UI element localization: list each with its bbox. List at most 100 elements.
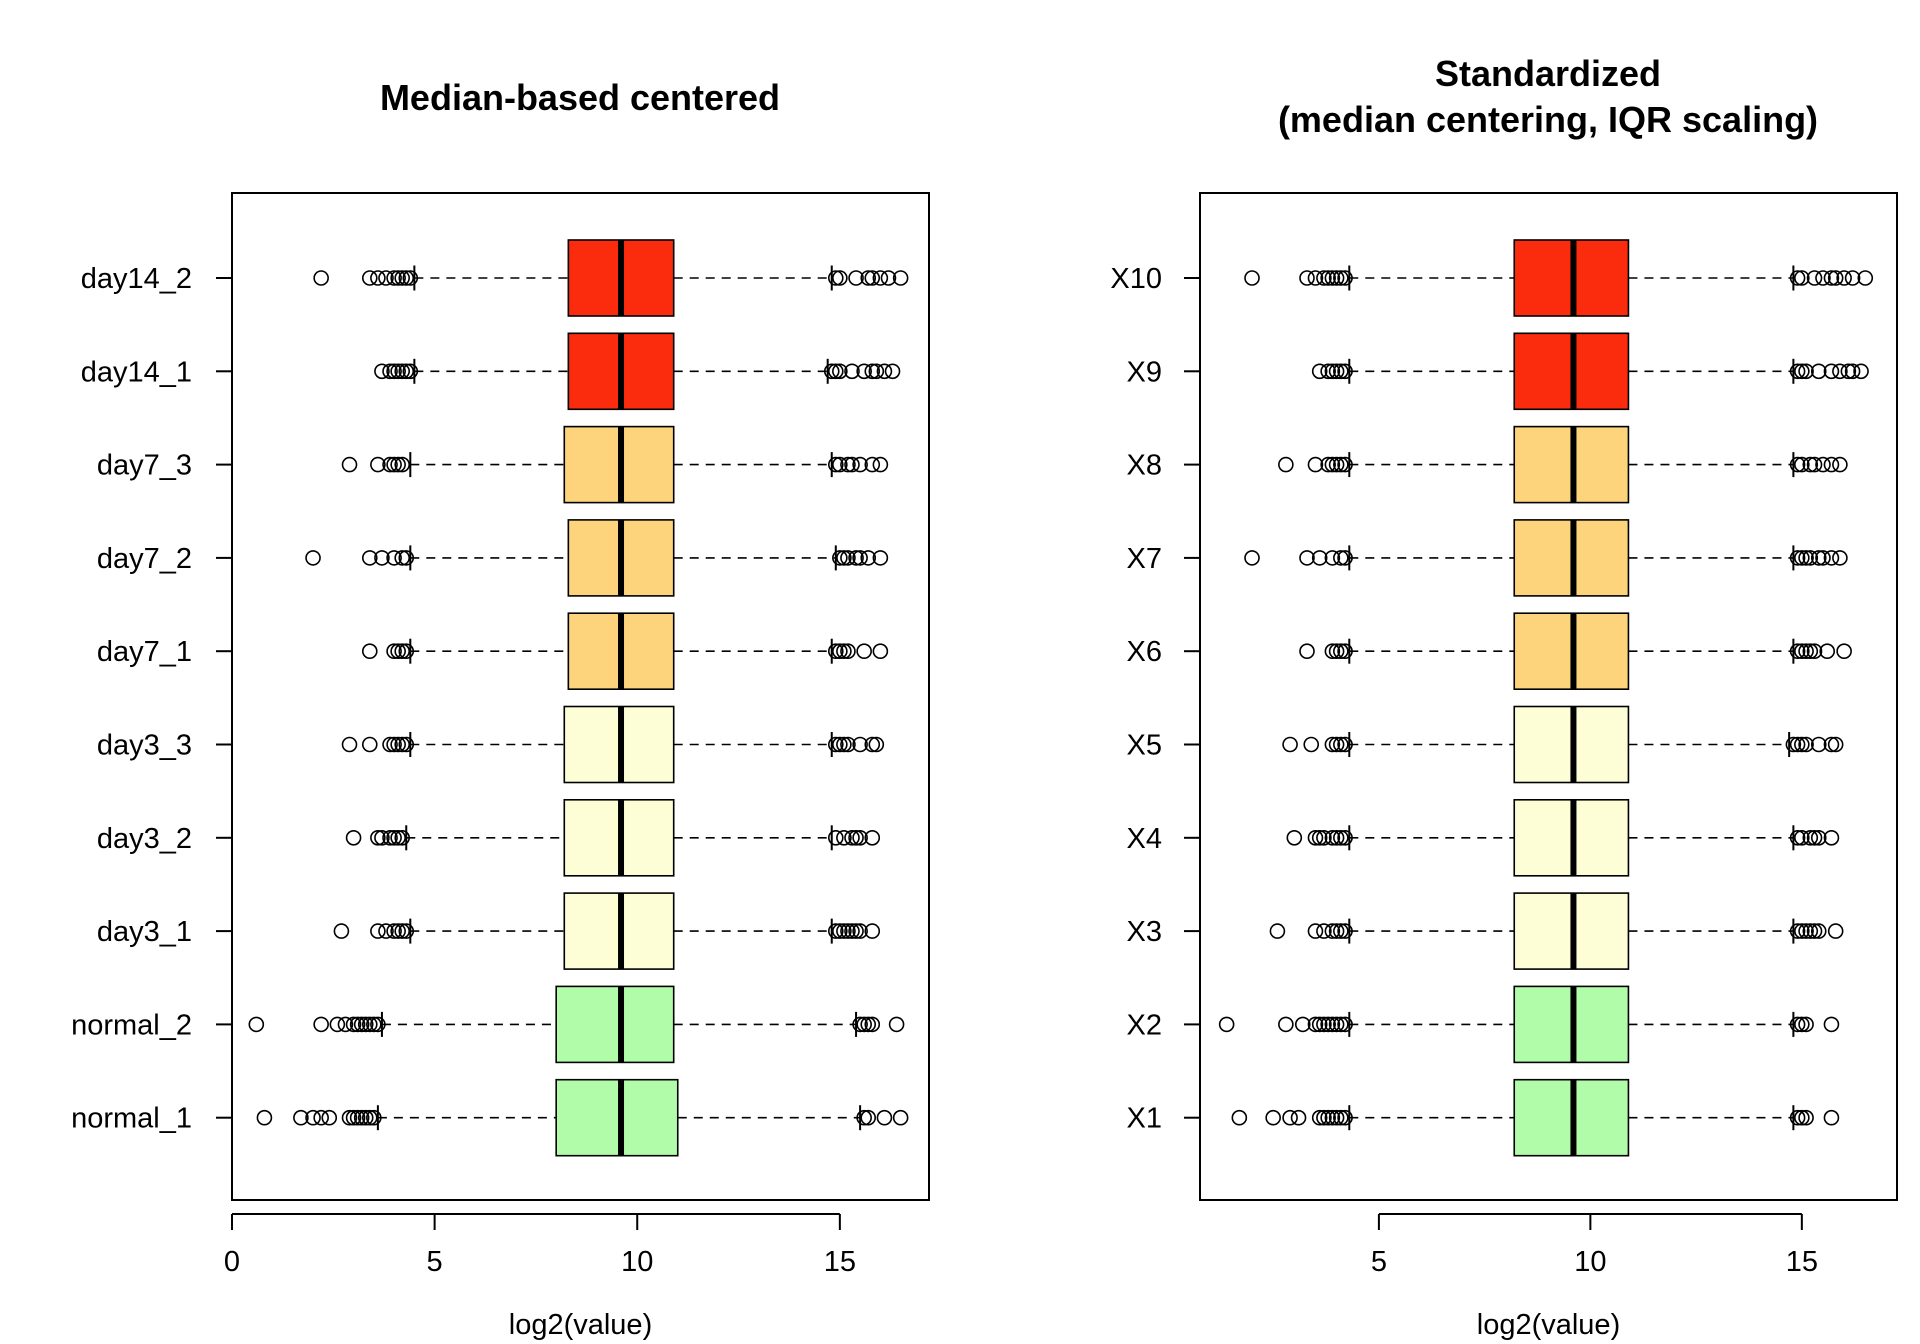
outlier-point: [840, 643, 856, 660]
outlier-point: [386, 736, 402, 753]
outlier-point: [1320, 1016, 1336, 1033]
outlier-point: [827, 270, 844, 286]
outlier-point: [398, 363, 415, 380]
outlier-point: [1810, 736, 1827, 753]
outlier-point: [329, 1016, 346, 1033]
x-tick-label: 10: [621, 1246, 653, 1278]
outlier-point: [248, 1016, 265, 1033]
outlier-point: [1333, 829, 1349, 846]
outlier-point: [1328, 363, 1345, 380]
outlier-point: [361, 550, 378, 566]
outlier-point: [1265, 1109, 1281, 1126]
outlier-point: [860, 1109, 877, 1126]
outlier-point: [386, 643, 402, 660]
outlier-point: [1324, 643, 1341, 660]
outlier-point: [345, 1016, 362, 1033]
outlier-point: [1328, 1016, 1345, 1033]
outlier-point: [1307, 456, 1324, 473]
outlier-point: [848, 270, 864, 286]
outlier-point: [349, 1109, 366, 1126]
outlier-point: [892, 270, 909, 286]
outlier-point: [1299, 643, 1315, 660]
iqr-box: [555, 1078, 679, 1157]
y-tick-label-day7_3: day7_3: [97, 450, 192, 482]
outlier-point: [1337, 270, 1353, 286]
outlier-point: [1324, 1109, 1341, 1126]
y-tick-label-day14_1: day14_1: [81, 356, 192, 388]
outlier-point: [1789, 270, 1806, 286]
box-X10: [1244, 239, 1874, 317]
outlier-point: [1311, 363, 1328, 380]
outlier-point: [305, 1109, 321, 1126]
outlier-point: [852, 1016, 868, 1033]
outlier-point: [321, 1109, 338, 1126]
box-normal_1: [256, 1078, 909, 1157]
outlier-point: [844, 829, 860, 846]
outlier-point: [1827, 270, 1844, 286]
plot-frame: [231, 192, 930, 1201]
outlier-point: [1789, 1016, 1806, 1033]
outlier-point: [357, 1016, 374, 1033]
outlier-point: [386, 270, 402, 286]
outlier-point: [840, 456, 856, 473]
outlier-point: [1337, 923, 1353, 939]
outlier-point: [1794, 550, 1810, 566]
outlier-point: [1794, 456, 1810, 473]
outlier-point: [823, 363, 840, 380]
outlier-point: [1789, 456, 1806, 473]
outlier-point: [832, 923, 848, 939]
outlier-point: [1324, 736, 1341, 753]
outlier-point: [1857, 270, 1874, 286]
outlier-point: [1324, 923, 1341, 939]
outlier-point: [1798, 363, 1814, 380]
y-tick-label-day3_2: day3_2: [97, 823, 192, 855]
outlier-point: [856, 1109, 872, 1126]
outlier-point: [1789, 1109, 1806, 1126]
box-X8: [1278, 425, 1848, 504]
outlier-point: [1311, 1109, 1328, 1126]
outlier-point: [852, 923, 868, 939]
outlier-point: [840, 736, 856, 753]
outlier-point: [840, 923, 856, 939]
outlier-point: [1810, 829, 1827, 846]
outlier-point: [394, 829, 410, 846]
y-tick-label-day7_1: day7_1: [97, 636, 192, 668]
outlier-point: [1282, 1109, 1298, 1126]
outlier-point: [366, 1109, 382, 1126]
outlier-point: [1823, 456, 1840, 473]
outlier-point: [390, 270, 406, 286]
y-tick-label-X4: X4: [1127, 823, 1162, 855]
outlier-point: [1278, 456, 1294, 473]
outlier-point: [1333, 550, 1349, 566]
outlier-point: [394, 363, 410, 380]
y-tick-label-X3: X3: [1127, 916, 1162, 948]
outlier-point: [1333, 456, 1349, 473]
outlier-point: [394, 270, 410, 286]
outlier-point: [337, 1016, 354, 1033]
outlier-point: [836, 829, 852, 846]
outlier-point: [394, 643, 410, 660]
box-X3: [1269, 892, 1844, 970]
outlier-point: [1789, 829, 1806, 846]
outlier-point: [361, 643, 378, 660]
outlier-point: [840, 550, 856, 566]
box-X2: [1218, 985, 1840, 1064]
box-day7_2: [305, 519, 889, 597]
outlier-point: [1798, 1109, 1814, 1126]
outlier-point: [856, 1016, 872, 1033]
outlier-point: [872, 550, 889, 566]
outlier-point: [378, 923, 394, 939]
outlier-point: [852, 550, 868, 566]
outlier-point: [860, 270, 877, 286]
outlier-point: [864, 923, 881, 939]
outlier-point: [1231, 1109, 1248, 1126]
outlier-point: [872, 643, 889, 660]
outlier-point: [860, 1016, 877, 1033]
outlier-point: [402, 363, 419, 380]
x-tick-label: 5: [427, 1246, 443, 1278]
outlier-point: [1290, 1109, 1307, 1126]
outlier-point: [864, 736, 881, 753]
outlier-point: [1218, 1016, 1235, 1033]
outlier-point: [1789, 550, 1806, 566]
